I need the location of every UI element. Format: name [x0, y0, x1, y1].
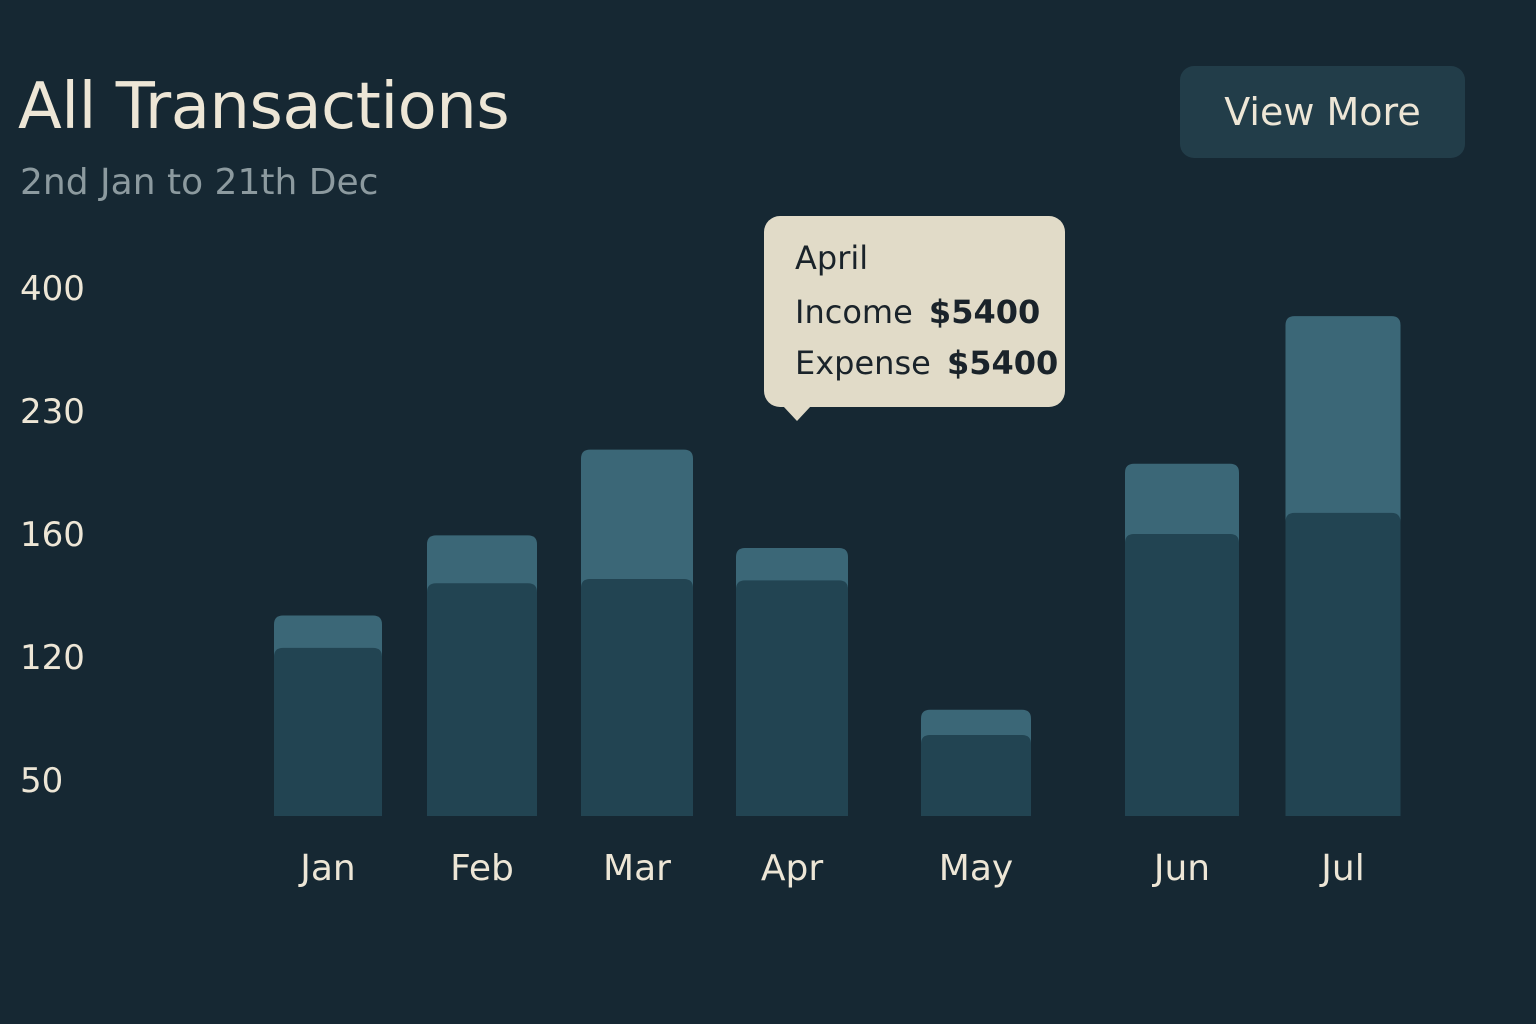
bar-expense-may[interactable] — [921, 735, 1031, 816]
tooltip-income-label: Income — [795, 293, 913, 331]
bar-expense-jan[interactable] — [274, 647, 382, 816]
y-tick-label: 230 — [20, 392, 85, 432]
x-tick-label: May — [939, 848, 1013, 889]
y-tick-label: 400 — [20, 269, 85, 309]
bars — [274, 316, 1401, 816]
tooltip-income-value: $5400 — [928, 293, 1041, 331]
x-tick-label: Jul — [1319, 848, 1364, 889]
y-tick-label: 160 — [20, 515, 85, 555]
bar-tooltip: April Income $5400 Expense $5400 — [764, 216, 1065, 421]
bar-expense-jul[interactable] — [1285, 512, 1401, 816]
x-tick-label: Apr — [761, 848, 823, 889]
tooltip-expense-row: Expense $5400 — [795, 343, 1065, 383]
x-axis: Jan Feb Mar Apr May Jun Jul — [298, 848, 1364, 889]
y-tick-label: 50 — [20, 761, 63, 801]
bar-expense-apr[interactable] — [736, 580, 848, 816]
page-title: All Transactions — [18, 70, 510, 144]
x-tick-label: Mar — [603, 848, 671, 889]
tooltip-expense-value: $5400 — [946, 344, 1059, 382]
x-tick-label: Jun — [1152, 848, 1210, 889]
x-tick-label: Jan — [298, 848, 356, 889]
bar-expense-mar[interactable] — [581, 578, 693, 816]
y-tick-label: 120 — [20, 638, 85, 678]
date-range-subtitle: 2nd Jan to 21th Dec — [20, 162, 379, 203]
x-tick-label: Feb — [450, 848, 514, 889]
tooltip-income-row: Income $5400 — [795, 292, 1065, 332]
view-more-button[interactable]: View More — [1180, 66, 1465, 158]
tooltip-expense-label: Expense — [795, 344, 931, 382]
y-axis: 400 230 160 120 50 — [20, 269, 85, 801]
bar-expense-feb[interactable] — [427, 583, 537, 816]
tooltip-month: April — [795, 239, 869, 277]
bar-expense-jun[interactable] — [1125, 534, 1239, 816]
